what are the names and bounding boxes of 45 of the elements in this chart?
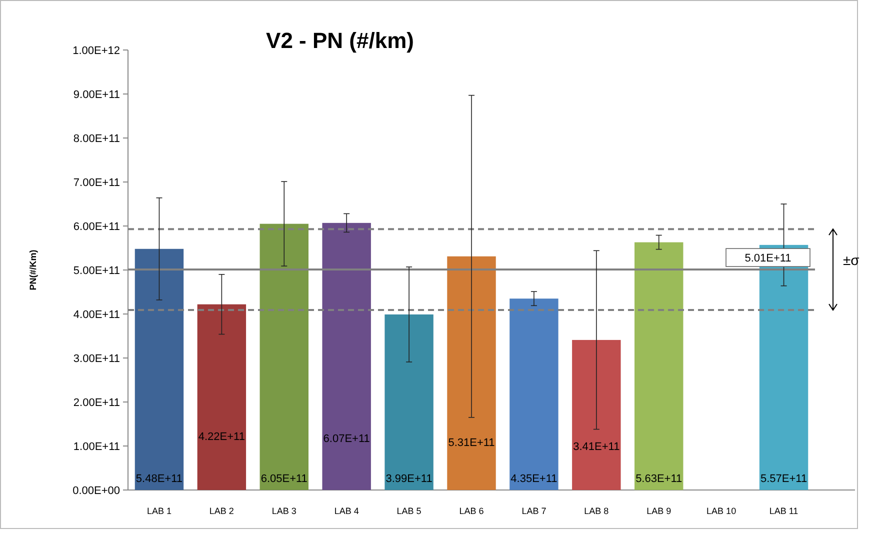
y-tick-label: 9.00E+11 [73, 88, 120, 101]
bar [134, 248, 184, 490]
x-tick-label: LAB 2 [209, 506, 234, 516]
x-tick-label: LAB 9 [646, 506, 672, 516]
y-tick-label: 2.00E+11 [73, 396, 120, 409]
x-tick-label: LAB 4 [334, 506, 359, 516]
data-label: 4.22E+11 [198, 430, 245, 443]
x-tick-label: LAB 10 [706, 506, 736, 516]
bar [572, 340, 621, 490]
x-tick-label: LAB 8 [584, 506, 609, 516]
bar [322, 222, 371, 490]
bar [384, 314, 434, 490]
data-label: 5.63E+11 [636, 472, 682, 485]
bar [510, 298, 558, 490]
data-label: 5.31E+11 [448, 436, 495, 449]
data-label: 5.48E+11 [136, 472, 183, 485]
y-tick-label: 0.00E+00 [72, 484, 120, 497]
y-tick-label: 5.00E+11 [73, 264, 120, 277]
data-label: 6.07E+11 [323, 432, 370, 445]
x-tick-label: LAB 6 [459, 506, 484, 516]
data-label: 4.35E+11 [510, 472, 558, 485]
y-tick-label: 8.00E+11 [73, 132, 120, 145]
bar [447, 256, 496, 490]
y-tick-label: 6.00E+11 [73, 220, 120, 233]
bar [634, 242, 684, 490]
data-label: 6.05E+11 [260, 472, 308, 485]
x-tick-label: LAB 3 [272, 506, 296, 516]
x-tick-label: LAB 1 [146, 506, 172, 516]
y-tick-label: 3.00E+11 [73, 352, 120, 365]
x-tick-label: LAB 5 [396, 506, 422, 516]
y-tick-label: 1.00E+12 [72, 44, 120, 57]
ref-line-label: 5.01E+11 [744, 252, 792, 264]
y-tick-label: 4.00E+11 [73, 308, 120, 321]
data-label: 3.99E+11 [386, 472, 432, 485]
data-label: 3.41E+11 [573, 440, 620, 453]
text: ±σ [843, 252, 860, 268]
bar [197, 304, 246, 490]
y-axis-title: PN(#/Km) [28, 250, 38, 290]
y-tick-label: 7.00E+11 [73, 176, 120, 189]
x-tick-label: LAB 7 [522, 506, 546, 516]
bar [260, 224, 308, 490]
chart-title: V2 - PN (#/km) [266, 28, 414, 53]
y-tick-label: 1.00E+11 [73, 440, 120, 453]
data-label: 5.57E+11 [760, 472, 808, 485]
x-tick-label: LAB 11 [769, 506, 798, 516]
